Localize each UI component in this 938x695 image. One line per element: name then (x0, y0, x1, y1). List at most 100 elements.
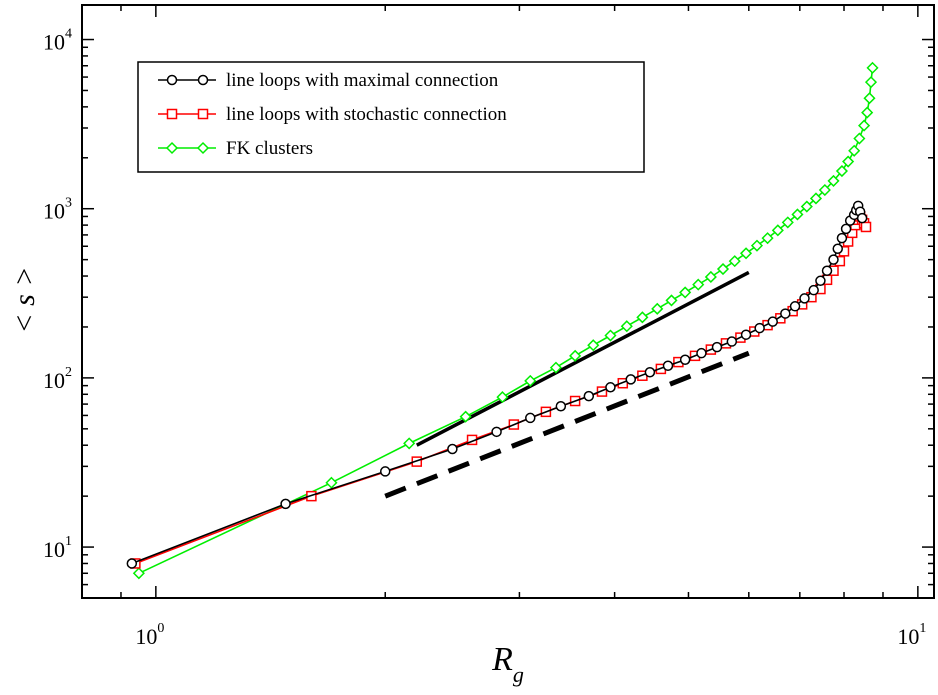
data-point (525, 412, 536, 424)
data-point (704, 270, 717, 284)
legend-entry-stochastic: line loops with stochastic connection (158, 104, 507, 125)
legend-box (137, 61, 645, 173)
data-point (132, 567, 145, 580)
legend-marker-maximal-left (166, 74, 178, 86)
data-point (842, 155, 855, 168)
legend-entry-fk: FK clusters (158, 138, 313, 159)
data-point (583, 390, 595, 402)
data-point (549, 361, 562, 374)
data-point (853, 132, 866, 145)
y-axis-title: < s > (8, 266, 41, 333)
y-tick-label: 103 (43, 196, 72, 224)
data-point (644, 366, 656, 378)
data-point (791, 208, 804, 221)
data-point (651, 302, 664, 315)
data-point (491, 426, 502, 438)
data-point (836, 232, 848, 244)
legend-marker-stochastic-right (197, 108, 209, 120)
data-point (679, 354, 691, 366)
legend-label-maximal: line loops with maximal connection (226, 70, 499, 91)
data-point (496, 391, 509, 404)
data-point (403, 437, 416, 450)
data-point (379, 466, 391, 477)
legend-marker-stochastic-left (166, 108, 178, 120)
data-point (848, 144, 861, 157)
series-line (135, 215, 867, 565)
legend-marker-maximal-right (197, 74, 209, 86)
data-point (711, 341, 723, 353)
reference-lines (384, 270, 750, 499)
data-point (799, 293, 810, 304)
data-point (569, 349, 582, 362)
data-point (604, 329, 617, 342)
data-point (800, 200, 813, 213)
axis-ticks: 100 101 101 102 103 104 (43, 5, 934, 649)
data-point (665, 294, 678, 307)
data-point (818, 183, 831, 197)
data-point (555, 400, 567, 412)
data-point (692, 278, 705, 291)
data-point (821, 265, 833, 276)
legend-marker-fk-left (165, 141, 179, 155)
data-point (739, 247, 753, 260)
data-point (605, 382, 616, 393)
data-point (459, 410, 472, 423)
data-point (832, 243, 843, 254)
series-circle (126, 200, 868, 569)
series-layer (126, 61, 879, 580)
data-point (771, 224, 784, 237)
data-point (780, 308, 791, 319)
data-point (587, 339, 600, 352)
data-point (861, 106, 874, 119)
series-square (130, 211, 872, 569)
data-point (789, 301, 801, 312)
data-point (866, 61, 879, 74)
data-point (325, 476, 338, 489)
data-point (126, 558, 138, 569)
y-tick-label: 102 (43, 365, 72, 393)
legend-marker-fk-right (196, 141, 210, 155)
data-point (828, 254, 839, 265)
data-point (636, 311, 649, 324)
data-point (280, 498, 291, 510)
y-tick-label: 104 (43, 27, 72, 55)
x-tick-label: 100 (135, 621, 164, 649)
data-point (856, 212, 868, 224)
data-point (662, 360, 674, 371)
data-point (524, 374, 537, 387)
legend-label-fk: FK clusters (226, 138, 313, 159)
data-point (761, 232, 774, 245)
legend-entry-maximal: line loops with maximal connection (158, 70, 499, 91)
data-point (863, 92, 876, 105)
data-point (860, 221, 872, 233)
data-point (781, 216, 794, 229)
data-point (728, 255, 741, 268)
legend-label-stochastic: line loops with stochastic connection (226, 104, 507, 125)
y-tick-label: 101 (43, 534, 72, 562)
data-point (447, 443, 458, 455)
data-point (696, 347, 707, 359)
data-point (716, 262, 730, 276)
plot-frame (81, 4, 935, 599)
data-point (750, 239, 764, 252)
reference-line-solid (415, 270, 750, 447)
data-point (864, 76, 878, 89)
series-line (131, 203, 863, 565)
data-point (726, 336, 738, 347)
reference-line-dashed (384, 350, 750, 499)
data-point (754, 322, 765, 334)
data-point (835, 164, 848, 178)
data-point (840, 223, 852, 235)
legend: line loops with maximal connection line … (137, 61, 645, 173)
data-point (809, 192, 823, 205)
data-point (679, 286, 692, 299)
data-point (620, 320, 633, 333)
data-point (815, 275, 826, 287)
data-point (767, 316, 778, 327)
x-axis-title: Rg (491, 641, 524, 687)
data-point (827, 174, 840, 187)
data-point (740, 329, 752, 340)
data-point (625, 374, 637, 385)
x-tick-label: 101 (897, 621, 926, 649)
